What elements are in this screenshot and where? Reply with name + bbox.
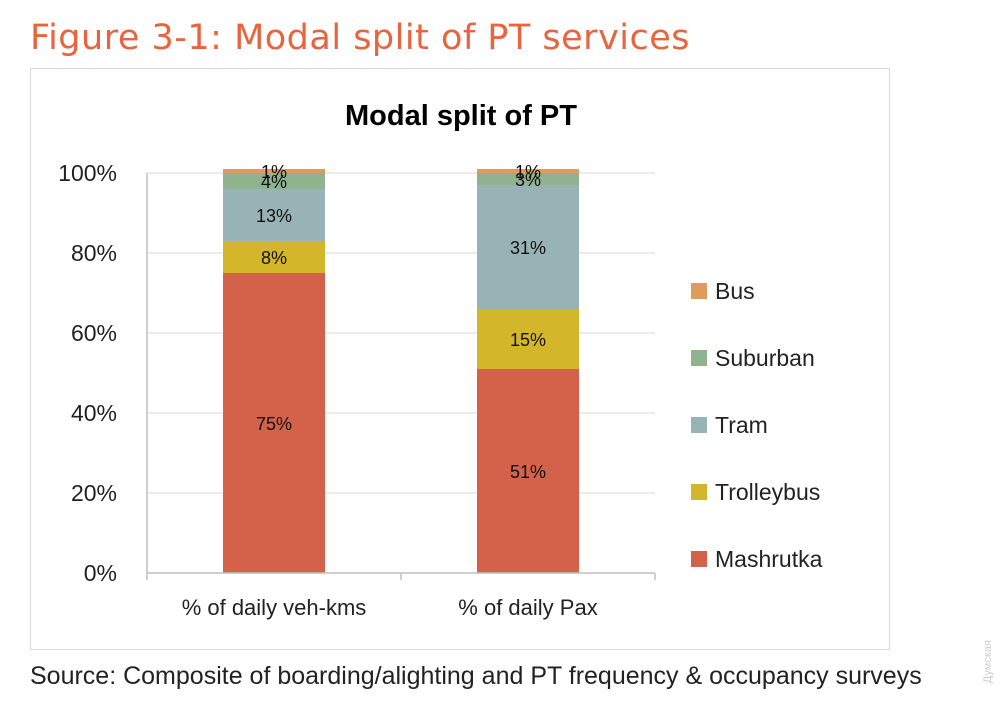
legend-swatch	[691, 283, 707, 299]
bar-segment	[223, 173, 325, 189]
legend-swatch	[691, 551, 707, 567]
chart-frame: Modal split of PT 75% 8% 13% 4% 1% 51% 15% 31% 3…	[30, 68, 890, 650]
data-label: 51%	[510, 462, 546, 482]
data-label: 1%	[515, 162, 541, 182]
data-label: 8%	[261, 248, 287, 268]
bar-segment	[223, 241, 325, 273]
data-label: 4%	[261, 172, 287, 192]
data-label: 1%	[261, 162, 287, 182]
bar-segment	[223, 169, 325, 173]
x-tick-label: % of daily Pax	[458, 595, 597, 620]
legend-label: Mashrutka	[715, 546, 823, 572]
bars: 75%8%13%4%1%51%15%31%3%1%	[223, 162, 579, 573]
data-label: 31%	[510, 238, 546, 258]
chart-title: Modal split of PT	[345, 100, 577, 132]
y-tick-label: 100%	[58, 160, 117, 186]
legend-label: Bus	[715, 278, 755, 304]
y-tick-label: 20%	[71, 480, 117, 506]
legend-swatch	[691, 484, 707, 500]
data-label: 3%	[515, 170, 541, 190]
bar-segment	[477, 185, 579, 309]
legend-label: Tram	[715, 412, 768, 438]
legend-swatch	[691, 417, 707, 433]
data-label: 15%	[510, 330, 546, 350]
y-tick-label: 40%	[71, 400, 117, 426]
y-tick-label: 80%	[71, 240, 117, 266]
bar-segment	[477, 169, 579, 173]
legend-label: Suburban	[715, 345, 815, 371]
bar-segment	[477, 173, 579, 185]
legend: Bus Suburban Tram Trolleybus Mashrutka	[691, 278, 823, 572]
legend-swatch	[691, 350, 707, 366]
bar-segment	[223, 189, 325, 241]
legend-label: Trolleybus	[715, 479, 820, 505]
bar-segment	[477, 369, 579, 573]
bar-segment	[223, 273, 325, 573]
y-tick-label: 60%	[71, 320, 117, 346]
x-tick-label: % of daily veh-kms	[182, 595, 367, 620]
source-note: Source: Composite of boarding/alighting …	[30, 662, 922, 690]
bar-segment	[477, 309, 579, 369]
watermark: Думская	[982, 640, 994, 684]
figure-heading: Figure 3-1: Modal split of PT services	[30, 18, 691, 58]
y-tick-label: 0%	[84, 560, 117, 586]
stacked-bar-chart: Modal split of PT 75%8%13%4%1%51%15%31%3…	[58, 100, 823, 620]
data-label: 75%	[256, 414, 292, 434]
data-label: 13%	[256, 206, 292, 226]
axes: 0% 20% 40% 60% 80% 100% % of daily veh-kms % of…	[58, 160, 656, 620]
